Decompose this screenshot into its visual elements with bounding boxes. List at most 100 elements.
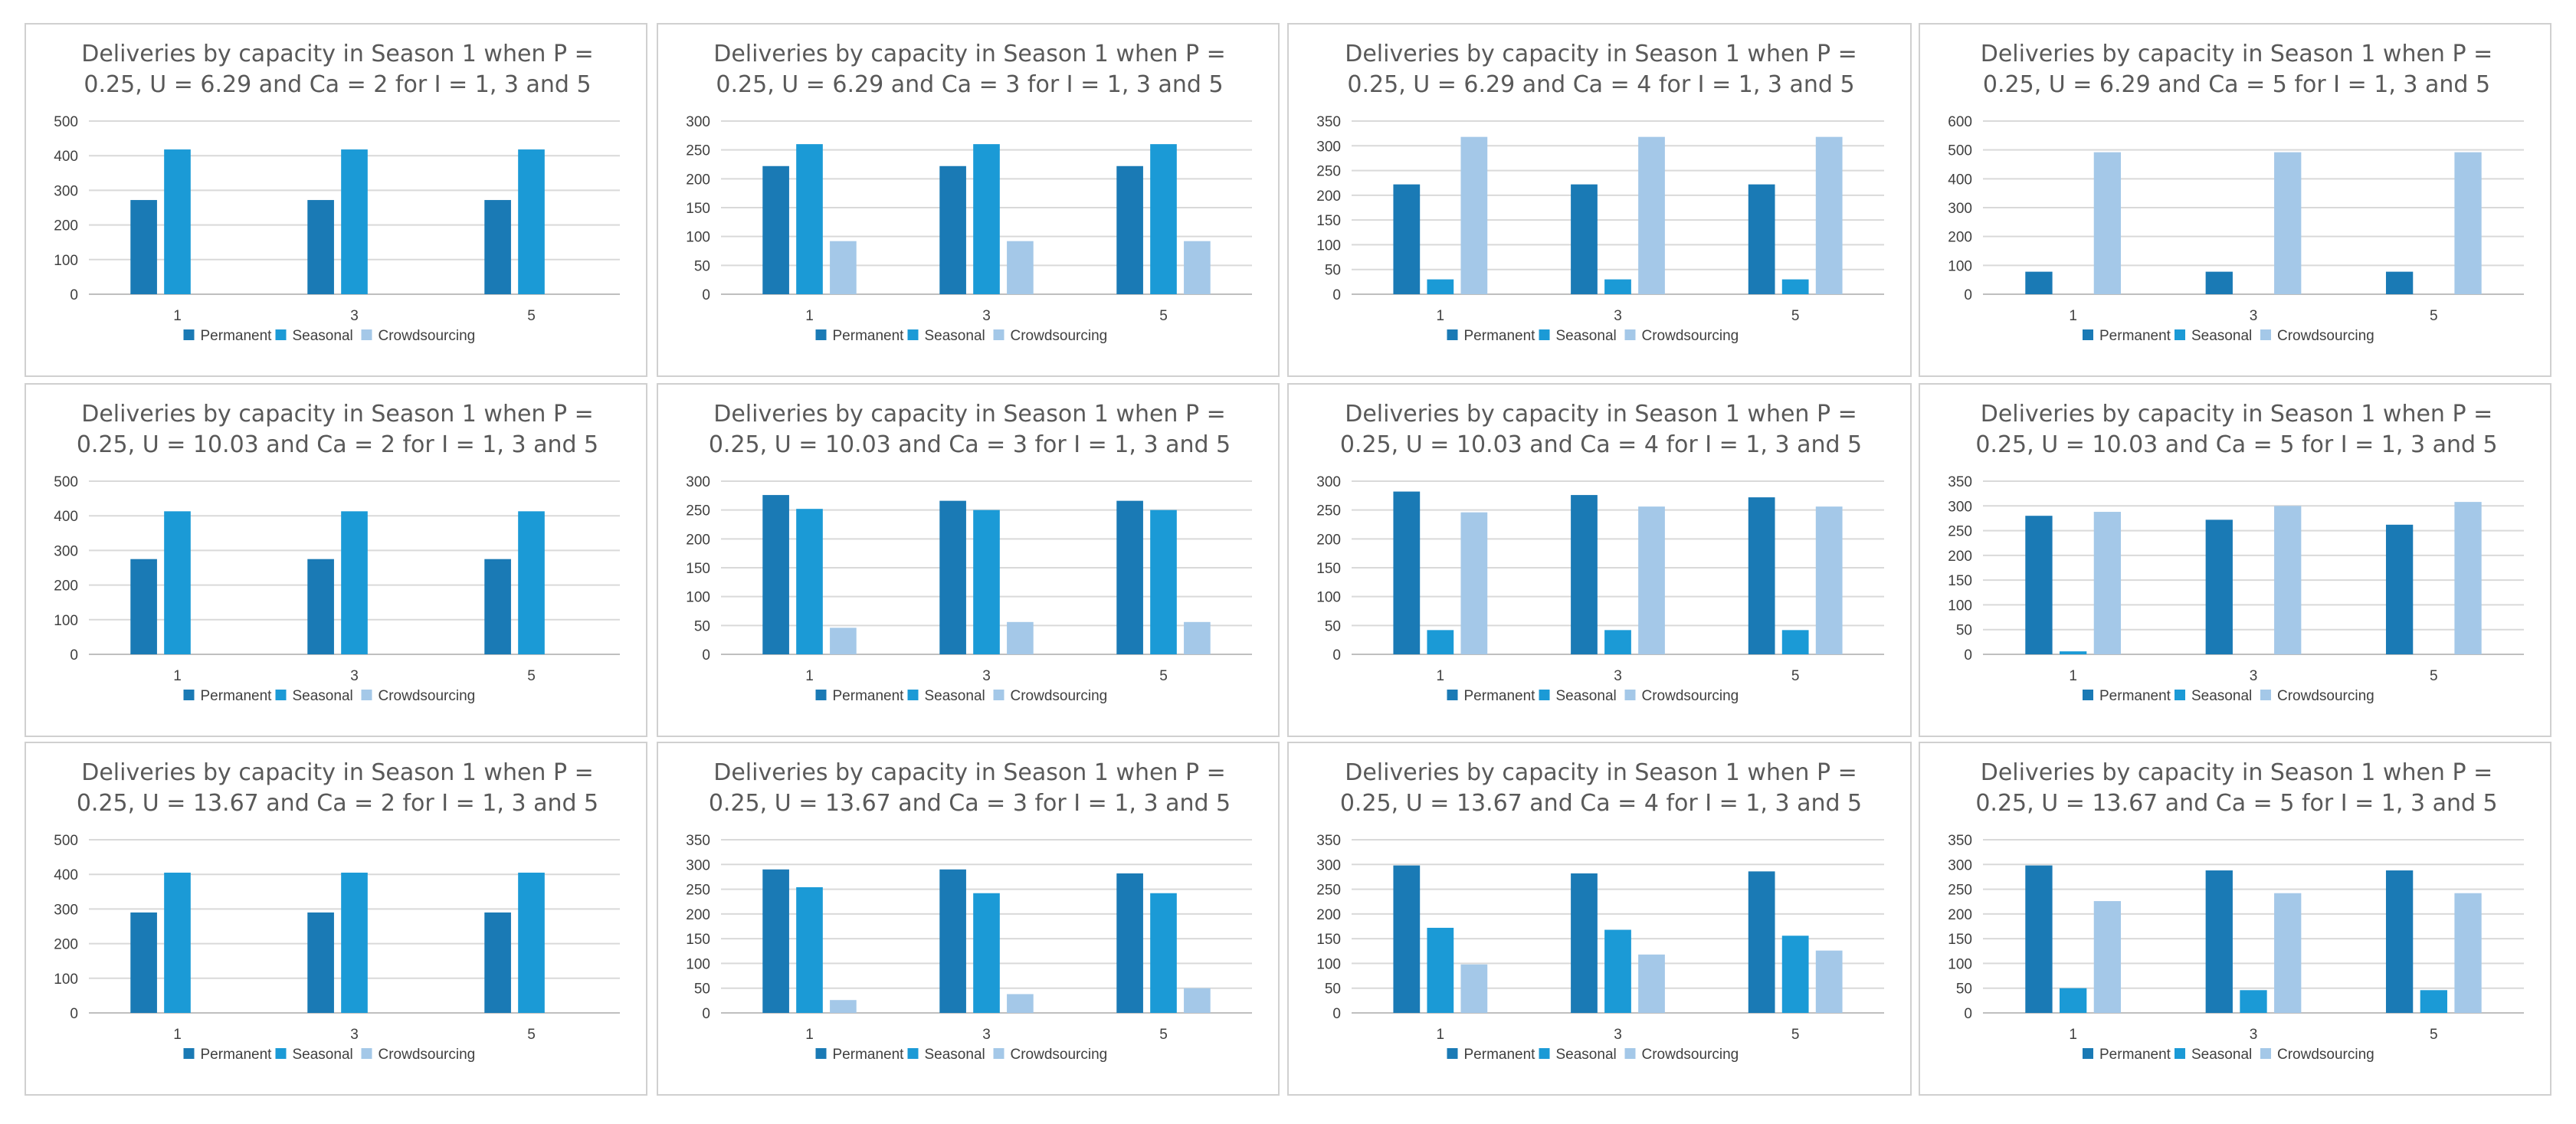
bar-seasonal bbox=[164, 872, 191, 1013]
bar-chart: Deliveries by capacity in Season 1 when … bbox=[54, 759, 620, 1063]
legend-label: Seasonal bbox=[1556, 1047, 1617, 1063]
y-tick-label: 300 bbox=[54, 902, 78, 918]
legend-label: Crowdsourcing bbox=[1642, 688, 1739, 704]
legend-label: Crowdsourcing bbox=[379, 328, 476, 344]
bar-seasonal bbox=[973, 510, 1000, 654]
bar-crowdsourcing bbox=[1007, 621, 1034, 654]
chart-title: 0.25, U = 13.67 and Ca = 4 for I = 1, 3 … bbox=[1340, 790, 1862, 817]
chart-panel: Deliveries by capacity in Season 1 when … bbox=[657, 742, 1280, 1096]
legend-label: Crowdsourcing bbox=[1642, 1047, 1739, 1063]
bar-crowdsourcing bbox=[1460, 136, 1488, 294]
x-tick-label: 3 bbox=[982, 1027, 991, 1043]
legend-swatch-permanent bbox=[2083, 329, 2093, 340]
legend-swatch-crowdsourcing bbox=[993, 1048, 1005, 1059]
y-tick-label: 500 bbox=[1948, 143, 1972, 159]
y-tick-label: 500 bbox=[54, 114, 78, 130]
y-tick-label: 500 bbox=[54, 833, 78, 849]
chart-panel: Deliveries by capacity in Season 1 when … bbox=[1919, 742, 2551, 1096]
legend-label: Crowdsourcing bbox=[2277, 328, 2374, 344]
y-tick-label: 250 bbox=[1948, 524, 1972, 540]
chart-panel: Deliveries by capacity in Season 1 when … bbox=[1287, 23, 1912, 377]
chart-panel: Deliveries by capacity in Season 1 when … bbox=[1919, 383, 2551, 737]
bar-chart: Deliveries by capacity in Season 1 when … bbox=[54, 401, 620, 704]
legend-swatch-crowdsourcing bbox=[1624, 690, 1636, 700]
y-tick-label: 150 bbox=[1948, 573, 1972, 589]
y-tick-label: 300 bbox=[1316, 474, 1341, 490]
x-tick-label: 1 bbox=[2069, 668, 2077, 684]
legend-label: Seasonal bbox=[1556, 328, 1617, 344]
chart-panel: Deliveries by capacity in Season 1 when … bbox=[1287, 383, 1912, 737]
x-tick-label: 1 bbox=[173, 1027, 182, 1043]
bar-crowdsourcing bbox=[1638, 506, 1665, 654]
bar-crowdsourcing bbox=[1460, 512, 1488, 654]
bar-chart: Deliveries by capacity in Season 1 when … bbox=[1316, 759, 1884, 1063]
legend-swatch-seasonal bbox=[907, 1048, 919, 1059]
legend-label: Crowdsourcing bbox=[1011, 1047, 1108, 1063]
x-tick-label: 3 bbox=[2250, 308, 2258, 324]
bar-permanent bbox=[1393, 865, 1421, 1013]
y-tick-label: 50 bbox=[1956, 981, 1972, 998]
bar-seasonal bbox=[1781, 936, 1809, 1013]
bar-seasonal bbox=[1604, 929, 1631, 1013]
legend-label: Seasonal bbox=[925, 328, 985, 344]
y-tick-label: 200 bbox=[1316, 907, 1341, 923]
bar-permanent bbox=[1571, 873, 1598, 1013]
x-tick-label: 3 bbox=[350, 1027, 359, 1043]
y-tick-label: 350 bbox=[1948, 833, 1972, 849]
bar-seasonal bbox=[1604, 630, 1631, 654]
x-tick-label: 5 bbox=[527, 308, 536, 324]
chart-panel: Deliveries by capacity in Season 1 when … bbox=[1287, 742, 1912, 1096]
y-tick-label: 50 bbox=[1325, 981, 1341, 998]
legend-swatch-seasonal bbox=[907, 329, 919, 340]
y-tick-label: 200 bbox=[54, 218, 78, 234]
bar-crowdsourcing bbox=[2454, 502, 2482, 654]
y-tick-label: 150 bbox=[686, 932, 710, 948]
bar-permanent bbox=[1116, 165, 1143, 294]
legend-label: Permanent bbox=[1464, 688, 1536, 704]
x-tick-label: 3 bbox=[2250, 668, 2258, 684]
legend-label: Permanent bbox=[833, 688, 905, 704]
x-tick-label: 1 bbox=[2069, 1027, 2077, 1043]
y-tick-label: 300 bbox=[686, 857, 710, 873]
y-tick-label: 0 bbox=[1332, 647, 1341, 664]
bar-permanent bbox=[2205, 519, 2233, 654]
y-tick-label: 300 bbox=[1316, 139, 1341, 155]
chart-panel: Deliveries by capacity in Season 1 when … bbox=[657, 383, 1280, 737]
chart-title: 0.25, U = 13.67 and Ca = 2 for I = 1, 3 … bbox=[77, 790, 598, 817]
y-tick-label: 300 bbox=[686, 114, 710, 130]
legend-label: Seasonal bbox=[2191, 688, 2252, 704]
y-tick-label: 300 bbox=[54, 183, 78, 199]
y-tick-label: 100 bbox=[54, 253, 78, 269]
chart-title: Deliveries by capacity in Season 1 when … bbox=[81, 759, 594, 786]
legend-swatch-crowdsourcing bbox=[361, 329, 372, 340]
bar-crowdsourcing bbox=[2093, 152, 2122, 294]
bar-permanent bbox=[1748, 497, 1775, 654]
bar-permanent bbox=[762, 165, 789, 294]
legend-swatch-seasonal bbox=[1539, 690, 1550, 700]
x-tick-label: 5 bbox=[1791, 668, 1800, 684]
legend-swatch-crowdsourcing bbox=[993, 329, 1005, 340]
legend-label: Permanent bbox=[201, 688, 273, 704]
x-tick-label: 1 bbox=[1437, 1027, 1445, 1043]
x-tick-label: 3 bbox=[1614, 1027, 1622, 1043]
x-tick-label: 1 bbox=[1437, 668, 1445, 684]
bar-chart: Deliveries by capacity in Season 1 when … bbox=[54, 41, 620, 344]
legend-label: Permanent bbox=[1464, 328, 1536, 344]
x-tick-label: 5 bbox=[1791, 308, 1800, 324]
legend-swatch-seasonal bbox=[1539, 1048, 1550, 1059]
legend-swatch-crowdsourcing bbox=[993, 690, 1005, 700]
bar-permanent bbox=[307, 200, 334, 294]
legend-label: Permanent bbox=[1464, 1047, 1536, 1063]
legend-label: Seasonal bbox=[293, 328, 353, 344]
bar-permanent bbox=[1571, 184, 1598, 294]
chart-title: Deliveries by capacity in Season 1 when … bbox=[1981, 41, 2493, 67]
x-tick-label: 5 bbox=[1159, 668, 1168, 684]
y-tick-label: 250 bbox=[686, 143, 710, 159]
y-tick-label: 300 bbox=[1948, 857, 1972, 873]
legend-swatch-crowdsourcing bbox=[361, 1048, 372, 1059]
y-tick-label: 200 bbox=[1948, 907, 1972, 923]
y-tick-label: 100 bbox=[1948, 598, 1972, 614]
x-tick-label: 1 bbox=[173, 668, 182, 684]
legend-swatch-permanent bbox=[2083, 1048, 2093, 1059]
legend-swatch-seasonal bbox=[275, 1048, 287, 1059]
